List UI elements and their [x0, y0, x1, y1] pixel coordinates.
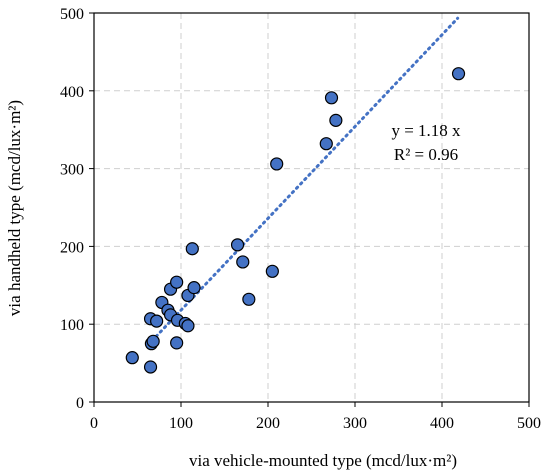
- y-tick-label: 300: [60, 162, 84, 179]
- data-point: [170, 275, 184, 289]
- y-tick-label: 500: [60, 6, 84, 23]
- y-tick-label: 200: [60, 239, 84, 256]
- axis-ticks: [89, 12, 530, 407]
- plot-area-frame: [93, 12, 530, 403]
- data-point: [270, 157, 284, 171]
- data-points: [125, 67, 466, 374]
- x-tick-label: 100: [169, 415, 193, 432]
- data-point: [187, 281, 201, 295]
- data-point: [143, 360, 158, 374]
- y-tick-label: 100: [60, 317, 84, 334]
- data-point: [329, 113, 343, 127]
- data-point: [146, 334, 160, 348]
- data-point: [265, 264, 279, 278]
- data-point: [150, 314, 164, 328]
- trendline-r-squared: R² = 0.96: [394, 145, 458, 164]
- gridlines: [94, 13, 529, 402]
- data-point: [324, 91, 339, 105]
- x-tick-label: 500: [517, 415, 541, 432]
- y-axis-title: via handheld type (mcd/lux·m²): [5, 100, 24, 316]
- x-tick-label: 0: [90, 415, 98, 432]
- x-axis-title: via vehicle-mounted type (mcd/lux·m²): [189, 451, 457, 470]
- data-point: [230, 238, 245, 252]
- data-point: [170, 336, 184, 350]
- data-point: [319, 137, 333, 151]
- x-tick-labels: 0 100 200 300 400 500: [90, 415, 541, 432]
- x-tick-label: 400: [430, 415, 454, 432]
- data-point: [185, 242, 199, 256]
- data-point: [451, 67, 466, 81]
- data-point: [236, 255, 250, 269]
- y-tick-labels: 0 100 200 300 400 500: [60, 6, 84, 412]
- data-point: [242, 292, 256, 306]
- y-tick-label: 400: [60, 84, 84, 101]
- trendline-equation: y = 1.18 x: [391, 121, 461, 140]
- x-tick-label: 300: [343, 415, 367, 432]
- x-tick-label: 200: [256, 415, 280, 432]
- data-point: [125, 351, 139, 365]
- y-tick-label: 0: [76, 395, 84, 412]
- data-point: [181, 319, 195, 333]
